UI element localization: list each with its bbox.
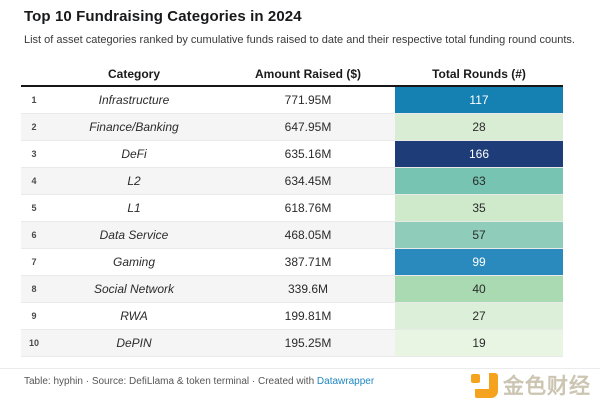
amount-cell: 647.95M [284,120,332,134]
category-cell: Finance/Banking [89,120,179,134]
rounds-heatmap-cell: 117 [395,87,563,113]
category-cell: Data Service [99,228,169,242]
table-row: 6 Data Service 468.05M 57 [21,222,563,249]
rounds-heatmap-cell: 57 [395,222,563,248]
category-cell: Gaming [112,255,156,269]
table-row: 4 L2 634.45M 63 [21,168,563,195]
rank-cell: 7 [31,257,37,267]
category-cell: DePIN [116,336,152,350]
table-row: 9 RWA 199.81M 27 [21,303,563,330]
rounds-heatmap-cell: 35 [395,195,563,221]
rounds-heatmap-cell: 99 [395,249,563,275]
category-cell: RWA [120,309,148,323]
amount-cell: 635.16M [284,147,332,161]
table-header-row: Category Amount Raised ($) Total Rounds … [21,63,563,87]
category-cell: Infrastructure [98,93,170,107]
amount-cell: 634.45M [284,174,332,188]
amount-cell: 771.95M [284,93,332,107]
attribution-line: Table: hyphin · Source: DefiLlama & toke… [24,376,374,387]
jinse-finance-watermark: 金色财经 [470,370,591,400]
rank-cell: 1 [31,95,37,105]
rounds-heatmap-cell: 19 [395,330,563,356]
rank-cell: 5 [31,203,37,213]
footer-divider [0,368,600,369]
rank-cell: 6 [31,230,37,240]
table-row: 8 Social Network 339.6M 40 [21,276,563,303]
table-body: 1 Infrastructure 771.95M 117 2 Finance/Bankin… [21,87,563,357]
jinse-finance-logo-icon [470,371,498,399]
rank-cell: 3 [31,149,37,159]
column-header-total-rounds[interactable]: Total Rounds (#) [432,67,526,81]
category-cell: DeFi [121,147,147,161]
rounds-heatmap-cell: 28 [395,114,563,140]
chart-subtitle: List of asset categories ranked by cumul… [24,34,575,46]
category-cell: Social Network [93,282,175,296]
category-cell: L1 [127,201,141,215]
rank-cell: 10 [28,338,39,348]
rounds-heatmap-cell: 166 [395,141,563,167]
amount-cell: 199.81M [284,309,332,323]
category-cell: L2 [127,174,141,188]
column-header-amount-raised[interactable]: Amount Raised ($) [254,67,361,81]
rank-cell: 9 [31,311,37,321]
amount-cell: 195.25M [284,336,332,350]
chart-title: Top 10 Fundraising Categories in 2024 [24,8,302,25]
table-row: 3 DeFi 635.16M 166 [21,141,563,168]
rounds-heatmap-cell: 40 [395,276,563,302]
jinse-finance-logo-text: 金色财经 [503,374,591,398]
rounds-heatmap-cell: 27 [395,303,563,329]
logo-l-shape [475,373,498,398]
table-row: 5 L1 618.76M 35 [21,195,563,222]
rounds-heatmap-cell: 63 [395,168,563,194]
table-row: 2 Finance/Banking 647.95M 28 [21,114,563,141]
amount-cell: 468.05M [284,228,332,242]
table-row: 1 Infrastructure 771.95M 117 [21,87,563,114]
rank-cell: 4 [31,176,37,186]
amount-cell: 339.6M [287,282,329,296]
column-header-category[interactable]: Category [107,67,160,81]
fundraising-table: Category Amount Raised ($) Total Rounds … [21,63,563,357]
amount-cell: 387.71M [284,255,332,269]
datawrapper-link[interactable]: Datawrapper [316,376,375,387]
amount-cell: 618.76M [284,201,332,215]
attribution-text: Table: hyphin · Source: DefiLlama & toke… [24,376,317,387]
table-row: 7 Gaming 387.71M 99 [21,249,563,276]
table-row: 10 DePIN 195.25M 19 [21,330,563,357]
rank-cell: 2 [31,122,37,132]
column-header-rank [21,63,47,85]
rank-cell: 8 [31,284,37,294]
